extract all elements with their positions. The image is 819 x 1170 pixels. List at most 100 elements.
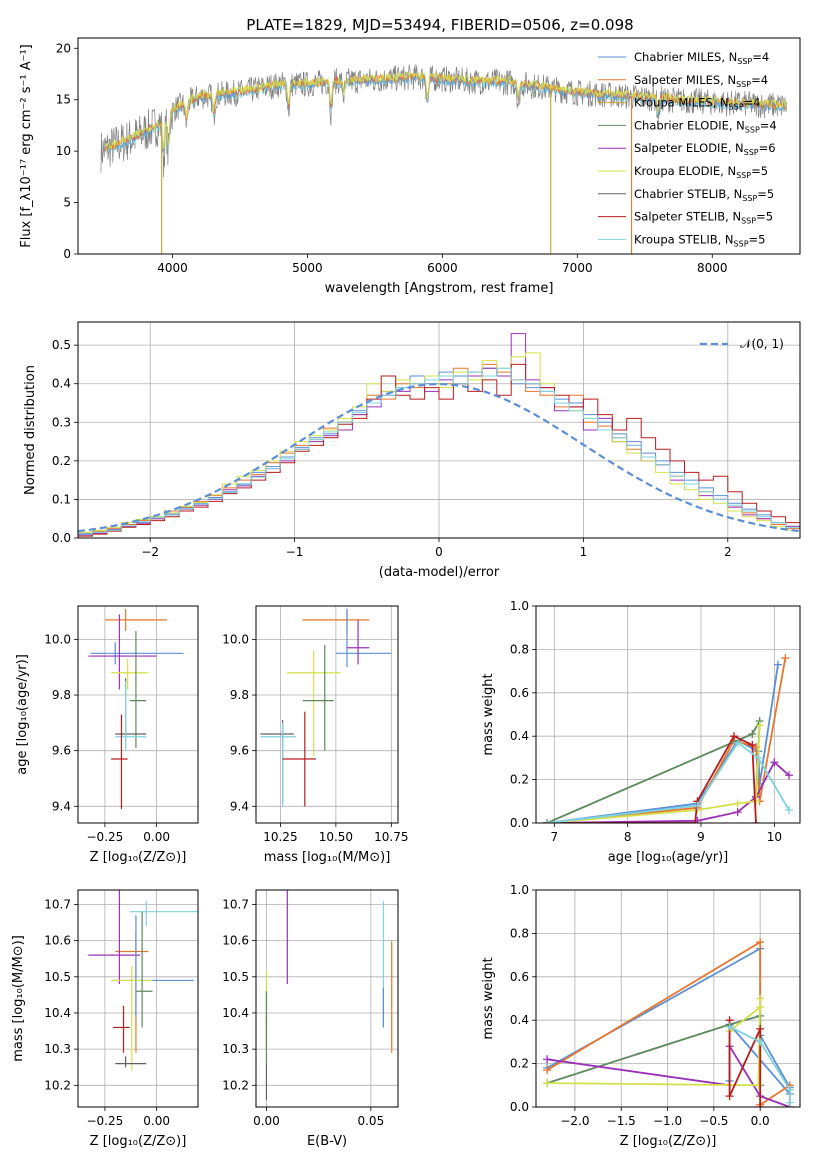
reference-legend-label: 𝒩(0, 1)	[740, 337, 784, 351]
y-tick-label: 9.8	[52, 688, 71, 702]
massweight-vs-age-data	[543, 654, 793, 823]
mass-weight-line	[728, 1020, 762, 1107]
y-tick-label: 9.6	[52, 744, 71, 758]
axes-frame	[255, 889, 399, 1108]
x-tick-label: 6000	[427, 261, 458, 275]
y-tick-label: 10.5	[44, 970, 71, 984]
legend-entry: Chabrier STELIB, NSSP=5	[634, 187, 774, 203]
y-tick-label: 10.4	[44, 1006, 71, 1020]
y-tick-label: 9.8	[230, 688, 249, 702]
error-bar-point	[115, 681, 147, 751]
x-tick-label: 0.00	[253, 1114, 280, 1128]
x-axis-label: Z [log₁₀(Z/Z⊙)]	[90, 1134, 187, 1149]
y-tick-label: 0.0	[52, 531, 71, 545]
x-tick-label: 8	[624, 830, 632, 844]
x-tick-label: −1	[286, 545, 304, 559]
residual-panel: −2 −1 0 1 2 0.0 0.1 0.2 0.3 0.4 0.5 (data-model)/er…	[23, 321, 801, 580]
x-axis-label: E(B-V)	[307, 1134, 347, 1149]
mass-vs-metallicity-panel: −0.25 0.00 10.2 10.3 10.4 10.5 10.6 10.7 Z [log₁…	[11, 889, 199, 1149]
mass-weight-line	[546, 657, 787, 823]
error-bar-point	[88, 614, 157, 690]
y-tick-label: 9.4	[230, 799, 249, 813]
mass-weight-line	[546, 1043, 791, 1107]
mass-weight-marker	[756, 1103, 765, 1107]
x-tick-label: 0.00	[143, 830, 170, 844]
error-bar-point	[346, 619, 370, 665]
legend-subscript: SSP	[736, 80, 751, 89]
mass-weight-marker	[543, 1055, 552, 1064]
mass-weight-marker	[756, 1037, 765, 1046]
mass-weight-marker	[756, 1024, 765, 1033]
error-bar-point	[335, 608, 392, 668]
mass-vs-extinction-data	[265, 890, 393, 1100]
legend-subscript: SSP	[729, 103, 744, 112]
mass-weight-marker	[756, 994, 765, 1003]
error-bar-point	[88, 890, 141, 985]
y-tick-label: 10.2	[222, 1078, 249, 1092]
y-tick-label: 0.6	[510, 970, 529, 984]
mass-weight-line	[729, 1025, 791, 1103]
mass-weight-marker	[770, 758, 779, 767]
y-tick-label: 0.4	[510, 729, 529, 743]
y-tick-label: 10.7	[222, 897, 249, 911]
mass-weight-marker	[781, 654, 790, 663]
y-tick-label: 0.4	[52, 377, 71, 391]
y-tick-label: 0.0	[510, 1100, 529, 1114]
y-axis-label: mass [log₁₀(M/M⊙)]	[11, 935, 26, 1062]
y-tick-label: 1.0	[510, 883, 529, 897]
axes-frame	[77, 321, 801, 539]
error-bar-point	[111, 965, 153, 1071]
legend-suffix: =5	[749, 232, 766, 246]
y-tick-label: 10.0	[222, 632, 249, 646]
legend-suffix: =5	[751, 164, 768, 178]
error-bar-point	[111, 658, 149, 690]
axes-frame	[77, 37, 801, 255]
y-tick-label: 1.0	[510, 599, 529, 613]
mass-weight-marker	[691, 819, 700, 823]
figure-title: PLATE=1829, MJD=53494, FIBERID=0506, z=0…	[246, 16, 633, 34]
y-tick-label: 10.7	[44, 897, 71, 911]
x-axis-label: mass [log₁₀(M/M⊙)]	[264, 850, 391, 865]
mass-vs-extinction-panel: 0.00 0.05 10.2 10.3 10.4 10.5 10.6 10.7 E(B-V)	[222, 889, 399, 1149]
error-bar-point	[111, 714, 128, 810]
histogram-data	[78, 333, 800, 538]
age-vs-metallicity-panel: −0.25 0.00 9.4 9.6 9.8 10.0 Z [log₁₀(Z/Z⊙)] age…	[15, 605, 199, 865]
normal-reference-curve	[78, 382, 800, 533]
x-tick-label: 0	[435, 545, 443, 559]
x-tick-label: 0.05	[357, 1114, 384, 1128]
y-tick-label: 9.6	[230, 744, 249, 758]
legend-entry: Chabrier MILES, NSSP=4	[634, 50, 769, 66]
mass-weight-marker	[756, 938, 765, 947]
y-tick-label: 10.3	[44, 1042, 71, 1056]
x-tick-label: −0.25	[87, 1114, 124, 1128]
x-tick-label: 7000	[562, 261, 593, 275]
y-axis-label: Normed distribution	[23, 365, 38, 495]
y-tick-label: 10.6	[222, 934, 249, 948]
error-bar-point	[302, 644, 334, 751]
y-tick-label: 0.4	[510, 1013, 529, 1027]
mass-weight-marker	[785, 805, 793, 814]
x-tick-label: 10.25	[263, 830, 297, 844]
legend-entry: Salpeter MILES, NSSP=4	[634, 73, 768, 89]
x-tick-label: 8000	[697, 261, 728, 275]
age-vs-mass-panel: 10.25 10.50 10.75 9.4 9.6 9.8 10.0 mass [log₁₀(…	[222, 605, 409, 865]
mass-weight-marker	[754, 753, 763, 762]
error-bar-point	[135, 911, 153, 1028]
mass-weight-marker	[543, 1066, 552, 1075]
legend-entry: Chabrier ELODIE, NSSP=4	[634, 118, 777, 134]
y-tick-label: 9.4	[52, 799, 71, 813]
y-tick-label: 10.2	[44, 1078, 71, 1092]
mass-weight-marker	[733, 738, 742, 747]
mass-vs-metallicity-data	[88, 890, 198, 1071]
legend-suffix: =4	[752, 50, 769, 64]
legend-subscript: SSP	[736, 171, 751, 180]
x-tick-label: 10.75	[374, 830, 408, 844]
x-axis-label: Z [log₁₀(Z/Z⊙)]	[90, 850, 187, 865]
mass-weight-marker	[733, 799, 742, 808]
x-tick-label: 1	[580, 545, 588, 559]
y-tick-label: 0.5	[52, 338, 71, 352]
mass-weight-marker	[756, 1003, 765, 1012]
x-tick-label: 0.0	[751, 1114, 770, 1128]
legend-suffix: =5	[757, 187, 774, 201]
legend-suffix: =5	[756, 210, 773, 224]
